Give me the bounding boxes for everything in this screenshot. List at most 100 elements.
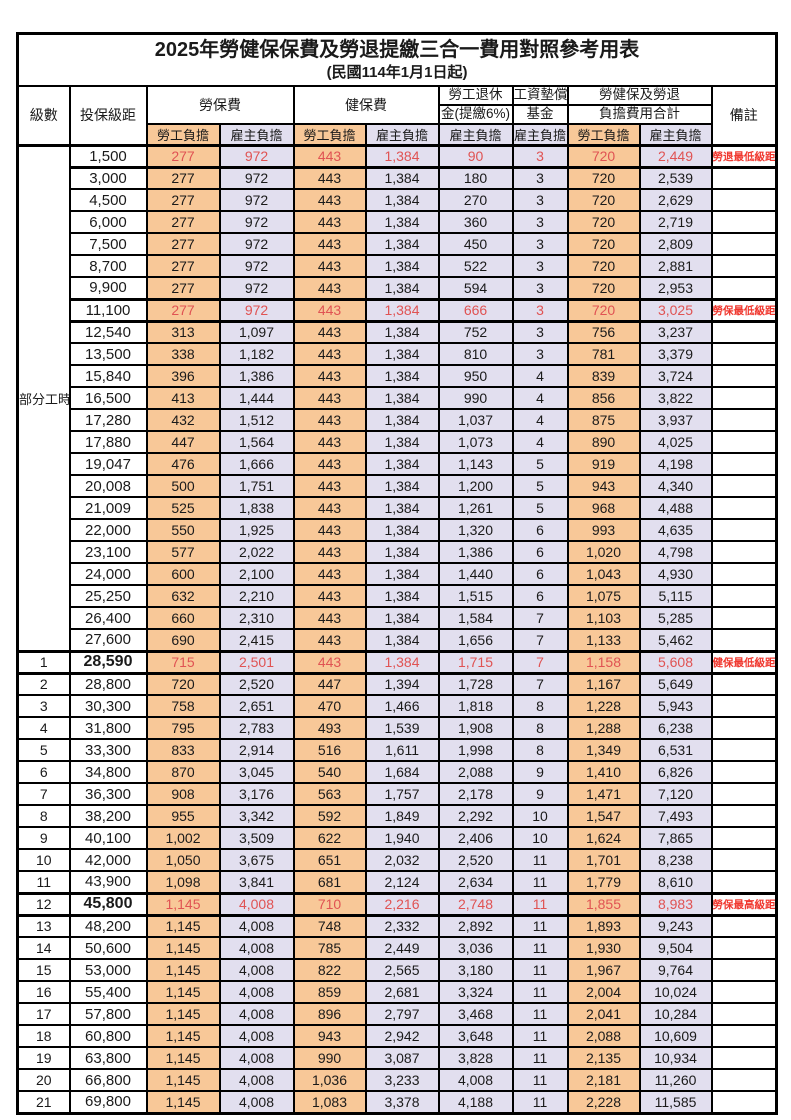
table-row: 8 38,200 955 3,342 592 1,849 2,292 10 1,547 7,493 [16, 804, 778, 828]
cell-total-employee: 1,103 [566, 606, 641, 630]
table-row: 3,000 277 972 443 1,384 180 3 720 2,539 [18, 166, 778, 190]
cell-health-ins-employee: 443 [292, 143, 367, 169]
cell-wage-fund-employer: 5 [511, 496, 569, 520]
cell-labor-ins-employee: 577 [145, 540, 221, 564]
cell-labor-ins-employee: 1,145 [145, 914, 221, 938]
cell-total-employer: 10,609 [638, 1024, 713, 1048]
cell-total-employer: 3,379 [638, 342, 713, 366]
cell-wage-fund-employer: 6 [511, 540, 569, 564]
cell-health-ins-employer: 2,332 [364, 914, 440, 938]
cell-health-ins-employee: 443 [292, 232, 367, 256]
cell-pension-employer: 4,188 [437, 1090, 514, 1114]
cell-health-ins-employer: 1,384 [364, 474, 440, 498]
cell-remark: 健保最低級距 [710, 649, 778, 675]
cell-level: 1 [16, 649, 71, 675]
cell-health-ins-employer: 2,565 [364, 958, 440, 982]
col-header-wage-fund-line1: 工資墊償 [511, 84, 569, 106]
cell-total-employee: 2,041 [566, 1002, 641, 1026]
table-row: 13 48,200 1,145 4,008 748 2,332 2,892 11 1,893 9,… [16, 914, 778, 938]
cell-total-employer: 3,237 [638, 320, 713, 344]
table-row: 19 63,800 1,145 4,008 990 3,087 3,828 11 2,135 10… [16, 1046, 778, 1070]
cell-bracket: 33,300 [68, 738, 148, 762]
cell-health-ins-employee: 443 [292, 474, 367, 498]
cell-labor-ins-employee: 525 [145, 496, 221, 520]
cell-health-ins-employer: 1,940 [364, 826, 440, 850]
cell-health-ins-employer: 3,233 [364, 1068, 440, 1092]
cell-bracket: 43,900 [68, 870, 148, 894]
cell-pension-employer: 360 [437, 210, 514, 234]
cell-remark [710, 628, 778, 652]
cell-remark [710, 694, 778, 718]
cell-labor-ins-employer: 1,666 [218, 452, 295, 476]
cell-health-ins-employee: 1,036 [292, 1068, 367, 1092]
cell-bracket: 19,047 [68, 452, 148, 476]
cell-health-ins-employee: 443 [292, 166, 367, 190]
cell-total-employer: 3,025 [638, 297, 713, 323]
cell-pension-employer: 1,656 [437, 628, 514, 652]
cell-labor-ins-employer: 2,651 [218, 694, 295, 718]
cell-labor-ins-employee: 447 [145, 430, 221, 454]
cell-bracket: 60,800 [68, 1024, 148, 1048]
cell-total-employer: 4,635 [638, 518, 713, 542]
cell-level: 14 [16, 936, 71, 960]
cell-wage-fund-employer: 3 [511, 276, 569, 300]
cell-bracket: 36,300 [68, 782, 148, 806]
table-row: 11,100 277 972 443 1,384 666 3 720 3,025 勞保最低級距 [18, 297, 778, 323]
cell-remark: 勞保最高級距 [710, 891, 778, 917]
cell-bracket: 4,500 [68, 188, 148, 212]
cell-labor-ins-employee: 720 [145, 672, 221, 696]
cell-pension-employer: 2,748 [437, 891, 514, 917]
cell-health-ins-employee: 443 [292, 562, 367, 586]
cell-remark [710, 276, 778, 300]
cell-health-ins-employer: 3,087 [364, 1046, 440, 1070]
cell-total-employer: 5,462 [638, 628, 713, 652]
cell-health-ins-employee: 443 [292, 210, 367, 234]
subheader-health-employee: 勞工負擔 [292, 122, 367, 146]
table-row: 2 28,800 720 2,520 447 1,394 1,728 7 1,167 5,649 [16, 672, 778, 696]
table-row: 26,400 660 2,310 443 1,384 1,584 7 1,103 5,285 [18, 606, 778, 630]
cell-health-ins-employer: 1,466 [364, 694, 440, 718]
cell-labor-ins-employee: 550 [145, 518, 221, 542]
cell-total-employee: 2,088 [566, 1024, 641, 1048]
cell-bracket: 40,100 [68, 826, 148, 850]
cell-total-employee: 756 [566, 320, 641, 344]
cell-health-ins-employer: 1,384 [364, 584, 440, 608]
cell-wage-fund-employer: 8 [511, 738, 569, 762]
cell-total-employee: 720 [566, 143, 641, 169]
cell-level: 3 [16, 694, 71, 718]
col-header-wage-fund-line2: 基金 [511, 103, 569, 125]
cell-wage-fund-employer: 8 [511, 694, 569, 718]
table-row: 23,100 577 2,022 443 1,384 1,386 6 1,020 4,798 [18, 540, 778, 564]
cell-health-ins-employer: 1,384 [364, 232, 440, 256]
table-row: 16 55,400 1,145 4,008 859 2,681 3,324 11 2,004 10… [16, 980, 778, 1004]
cell-health-ins-employer: 1,384 [364, 562, 440, 586]
cell-labor-ins-employer: 2,783 [218, 716, 295, 740]
cell-health-ins-employer: 1,384 [364, 276, 440, 300]
cell-bracket: 27,600 [68, 628, 148, 652]
cell-total-employee: 1,075 [566, 584, 641, 608]
cell-total-employee: 856 [566, 386, 641, 410]
cell-level: 17 [16, 1002, 71, 1026]
cell-labor-ins-employee: 660 [145, 606, 221, 630]
cell-total-employee: 919 [566, 452, 641, 476]
table-row: 部分工時 1,500 277 972 443 1,384 90 3 720 2,449 勞退最低級距 [16, 143, 778, 653]
cell-labor-ins-employee: 1,145 [145, 958, 221, 982]
cell-bracket: 17,880 [68, 430, 148, 454]
cell-total-employee: 1,158 [566, 649, 641, 675]
cell-remark [710, 386, 778, 410]
cell-health-ins-employer: 1,611 [364, 738, 440, 762]
cell-remark [710, 760, 778, 784]
table-row: 15 53,000 1,145 4,008 822 2,565 3,180 11 1,967 9,… [16, 958, 778, 982]
cell-labor-ins-employer: 2,501 [218, 649, 295, 675]
cell-total-employee: 2,004 [566, 980, 641, 1004]
cell-remark [710, 782, 778, 806]
cell-level: 20 [16, 1068, 71, 1092]
cell-wage-fund-employer: 7 [511, 649, 569, 675]
cell-total-employer: 2,719 [638, 210, 713, 234]
page-subtitle: (民國114年1月1日起) [326, 64, 468, 82]
cell-total-employer: 11,260 [638, 1068, 713, 1092]
cell-labor-ins-employer: 1,751 [218, 474, 295, 498]
cell-health-ins-employee: 651 [292, 848, 367, 872]
table-row: 24,000 600 2,100 443 1,384 1,440 6 1,043 4,930 [18, 562, 778, 586]
cell-remark [710, 980, 778, 1004]
